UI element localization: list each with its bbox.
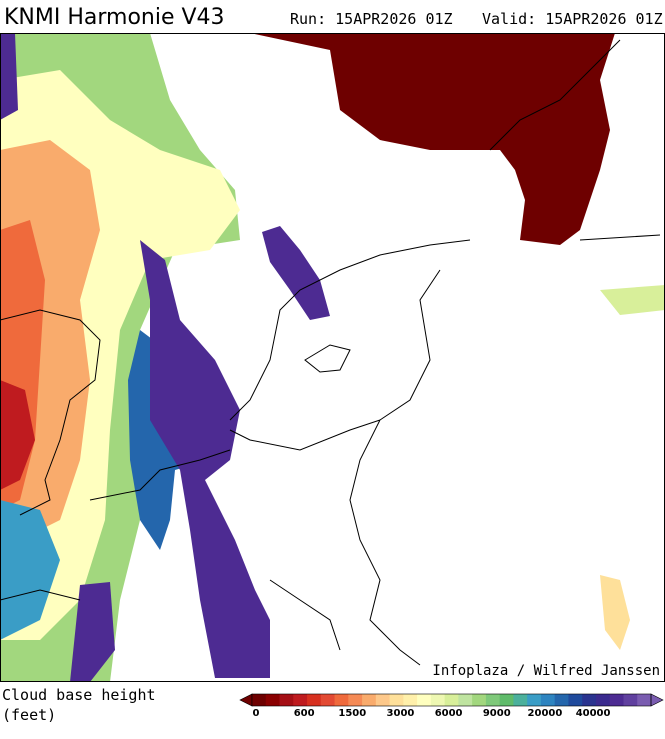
colorbar-end <box>239 693 253 707</box>
colorbar-swatch <box>252 694 267 706</box>
cloud-field <box>140 240 270 678</box>
colorbar-swatch <box>513 694 528 706</box>
colorbar-label: 1500 <box>338 708 366 719</box>
map: Infoplaza / Wilfred Janssen <box>0 33 665 682</box>
cloud-field <box>250 33 615 245</box>
colorbar-swatch <box>444 694 459 706</box>
colorbar-swatch <box>527 694 542 706</box>
colorbar-swatch <box>609 694 624 706</box>
colorbar-swatch <box>307 694 322 706</box>
colorbar-end <box>650 693 664 707</box>
colorbar-swatch <box>485 694 501 706</box>
colorbar-swatch <box>595 694 611 706</box>
colorbar-swatch <box>458 694 473 706</box>
colorbar-swatch <box>582 694 597 706</box>
title: KNMI Harmonie V43 <box>4 5 225 30</box>
colorbar-swatch <box>348 694 363 706</box>
colorbar-swatch <box>554 694 569 706</box>
colorbar-swatch <box>279 694 294 706</box>
credit: Infoplaza / Wilfred Janssen <box>432 663 660 679</box>
colorbar-swatch <box>637 694 652 706</box>
colorbar-swatch <box>403 694 418 706</box>
colorbar-label: 0 <box>253 708 260 719</box>
run-time: Run: 15APR2026 01Z <box>290 10 453 28</box>
legend-title: Cloud base height <box>2 686 156 704</box>
colorbar-swatch <box>499 694 514 706</box>
colorbar-label: 3000 <box>387 708 415 719</box>
colorbar-swatch <box>430 694 446 706</box>
colorbar-swatch <box>623 694 638 706</box>
coastline <box>0 39 661 666</box>
colorbar-swatch <box>540 694 556 706</box>
colorbar: 0 600 1500 3000 6000 9000 20000 40000 <box>239 693 664 719</box>
colorbar-frame <box>251 693 652 707</box>
colorbar-swatch <box>472 694 487 706</box>
cloud-field <box>0 380 35 490</box>
cloud-field <box>600 285 665 315</box>
colorbar-swatch <box>265 694 281 706</box>
cloud-field <box>0 500 60 640</box>
cloud-field <box>70 582 115 682</box>
cloud-field <box>262 226 330 320</box>
lake <box>304 344 351 373</box>
legend-unit: (feet) <box>2 706 56 724</box>
colorbar-label: 40000 <box>576 708 611 719</box>
colorbar-label: 20000 <box>528 708 563 719</box>
colorbar-label: 9000 <box>483 708 511 719</box>
colorbar-swatch <box>389 694 404 706</box>
colorbar-swatch <box>334 694 349 706</box>
colorbar-swatch <box>362 694 377 706</box>
cloud-field <box>600 575 630 650</box>
colorbar-swatch <box>320 694 336 706</box>
colorbar-label: 6000 <box>435 708 463 719</box>
colorbar-swatch <box>375 694 391 706</box>
colorbar-swatch <box>417 694 432 706</box>
colorbar-swatch <box>568 694 583 706</box>
cloud-field <box>0 33 18 120</box>
colorbar-swatch <box>293 694 308 706</box>
valid-time: Valid: 15APR2026 01Z <box>482 10 663 28</box>
colorbar-label: 600 <box>294 708 315 719</box>
